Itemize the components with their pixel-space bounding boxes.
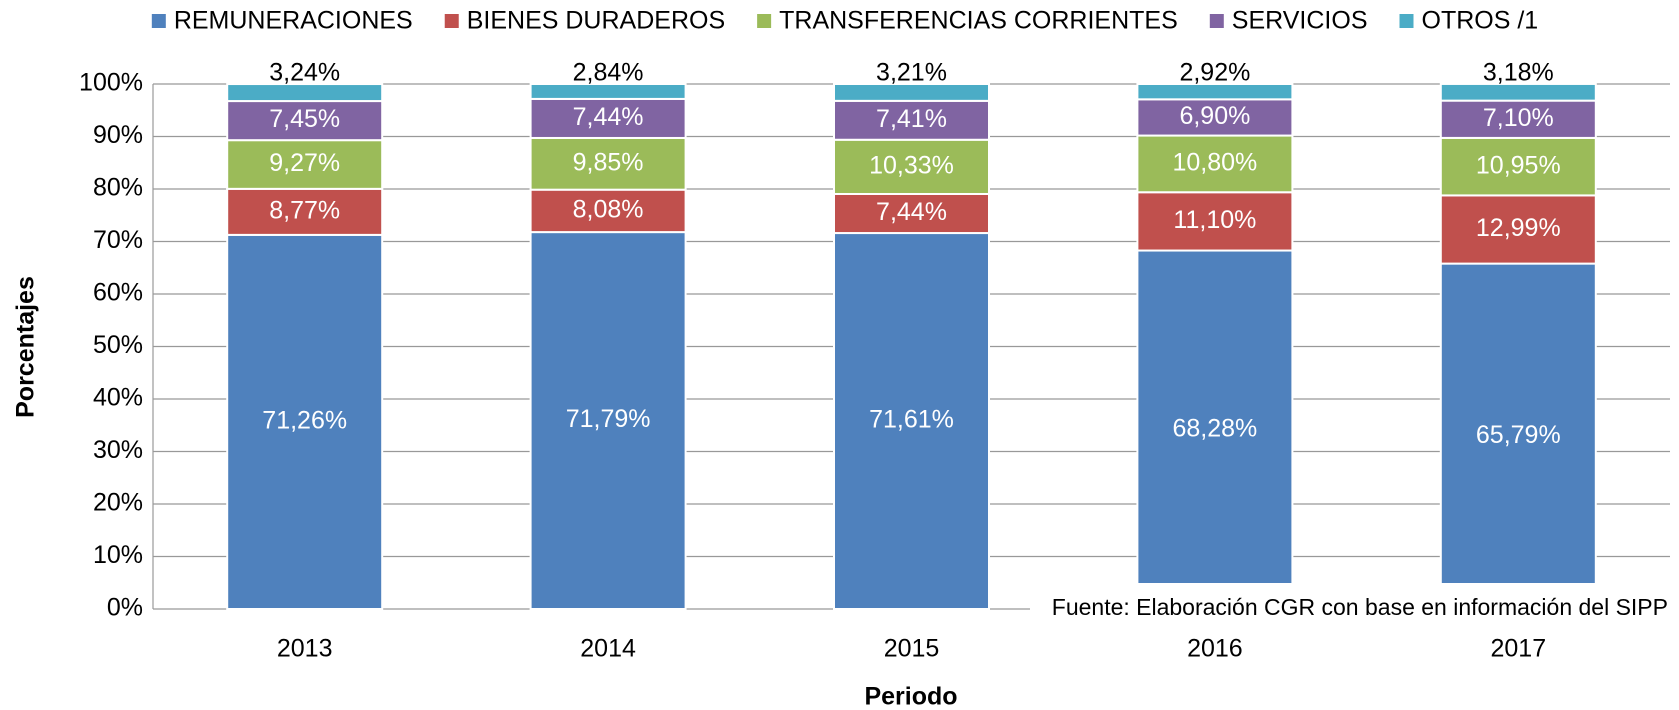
y-tick-label: 80%: [93, 174, 143, 202]
data-label: 6,90%: [1179, 102, 1250, 130]
data-label: 10,33%: [869, 151, 954, 179]
bar-segment: [1136, 191, 1294, 252]
legend: REMUNERACIONES BIENES DURADEROS TRANSFEREN…: [151, 7, 1539, 35]
y-axis-title: Porcentajes: [12, 276, 40, 418]
data-label: 71,61%: [869, 406, 954, 434]
bar-segment: [833, 83, 990, 102]
y-tick-label: 50%: [93, 331, 143, 359]
bar-segment: [529, 83, 687, 100]
data-label: 8,08%: [573, 196, 644, 224]
data-label: 7,44%: [573, 103, 644, 131]
data-label: 7,44%: [876, 198, 947, 226]
legend-swatch: [444, 14, 459, 28]
x-axis-title: Periodo: [864, 683, 957, 710]
legend-label: SERVICIOS: [1232, 7, 1368, 35]
data-label: 7,45%: [269, 105, 340, 133]
data-label: 8,77%: [269, 196, 340, 224]
legend-swatch: [1399, 14, 1414, 28]
data-label: 3,21%: [876, 59, 947, 87]
y-tick-label: 10%: [93, 541, 143, 569]
legend-swatch: [151, 14, 166, 28]
bar-segment: [833, 138, 990, 195]
bar-segment: [529, 188, 687, 234]
x-tick-label: 2015: [884, 635, 940, 663]
data-label: 10,80%: [1173, 149, 1258, 177]
bar-segment: [833, 99, 990, 141]
y-tick-label: 20%: [93, 489, 143, 517]
source-note: Fuente: Elaboración CGR con base en info…: [1052, 594, 1668, 620]
bar-segment: [1136, 134, 1294, 194]
data-label: 11,10%: [1173, 206, 1256, 234]
data-label: 7,41%: [876, 105, 947, 133]
x-tick-label: 2014: [580, 635, 636, 663]
x-tick-label: 2016: [1187, 635, 1243, 663]
legend-label: REMUNERACIONES: [174, 7, 413, 35]
data-label: 9,27%: [269, 149, 340, 177]
legend-label: OTROS /1: [1422, 7, 1539, 35]
data-label: 12,99%: [1476, 214, 1561, 242]
bar-segment: [529, 97, 687, 139]
data-label: 65,79%: [1476, 421, 1561, 449]
bar-segment: [833, 232, 990, 611]
bar-segment: [1136, 83, 1294, 101]
bar-segment: [1439, 99, 1597, 139]
y-tick-label: 60%: [93, 279, 143, 307]
y-tick-label: 70%: [93, 226, 143, 254]
data-label: 2,84%: [573, 59, 644, 87]
bar-segment: [529, 231, 687, 610]
y-tick-label: 90%: [93, 121, 143, 149]
data-label: 10,95%: [1476, 151, 1561, 179]
y-tick-label: 0%: [107, 594, 143, 622]
data-label: 71,26%: [262, 407, 347, 435]
x-tick-label: 2013: [277, 635, 333, 663]
data-label: 71,79%: [566, 405, 651, 433]
x-tick-label: 2017: [1490, 635, 1546, 663]
y-tick-label: 40%: [93, 384, 143, 412]
data-label: 3,18%: [1483, 59, 1554, 87]
data-label: 2,92%: [1179, 59, 1250, 87]
legend-label: TRANSFERENCIAS CORRIENTES: [779, 7, 1178, 35]
bar-segment: [226, 83, 384, 103]
bar-segment: [833, 192, 990, 235]
data-label: 7,10%: [1483, 104, 1554, 132]
y-tick-label: 100%: [79, 69, 143, 97]
data-label: 68,28%: [1173, 414, 1258, 442]
data-label: 3,24%: [269, 59, 340, 87]
bar-segment: [226, 233, 384, 610]
legend-label: BIENES DURADEROS: [467, 7, 725, 35]
y-tick-label: 30%: [93, 436, 143, 464]
bar-segment: [1439, 262, 1597, 610]
legend-swatch: [1209, 14, 1224, 28]
note-background: [1030, 583, 1679, 623]
bar-segment: [1439, 136, 1597, 197]
bar-segment: [1439, 82, 1597, 102]
legend-swatch: [757, 14, 772, 28]
data-label: 9,85%: [573, 148, 644, 176]
